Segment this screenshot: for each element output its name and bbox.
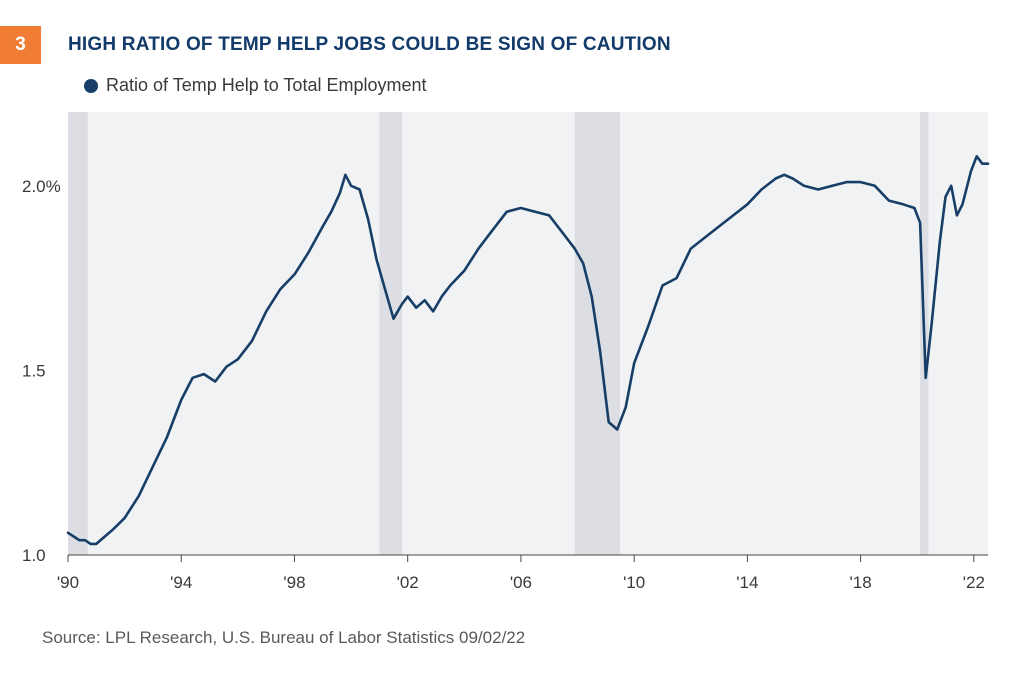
x-tick-label: '22 xyxy=(963,573,985,592)
x-tick-label: '90 xyxy=(57,573,79,592)
line-chart: '90 '94 '98 '02 '06 '10 '14 '18 '22 1.0 1.5 2.0% xyxy=(22,112,990,592)
figure-number: 3 xyxy=(15,34,26,55)
y-tick-label: 2.0% xyxy=(22,177,61,196)
recession-band xyxy=(379,112,403,555)
series-line xyxy=(66,155,990,546)
figure-number-badge: 3 xyxy=(0,26,41,64)
legend-label: Ratio of Temp Help to Total Employment xyxy=(106,75,427,95)
y-tick-label: 1.5 xyxy=(22,361,46,380)
plot-background xyxy=(68,112,988,555)
legend: Ratio of Temp Help to Total Employment xyxy=(84,75,427,96)
x-tick-label: '18 xyxy=(850,573,872,592)
chart-title: HIGH RATIO OF TEMP HELP JOBS COULD BE SI… xyxy=(68,34,671,55)
x-tick-label: '94 xyxy=(170,573,192,592)
x-tick-label: '98 xyxy=(283,573,305,592)
x-tick-label: '06 xyxy=(510,573,532,592)
y-tick-label: 1.0 xyxy=(22,546,46,565)
recession-band xyxy=(68,112,88,555)
x-tick-label: '02 xyxy=(397,573,419,592)
legend-dot-icon xyxy=(84,78,98,93)
x-tick-label: '14 xyxy=(736,573,758,592)
source-note: Source: LPL Research, U.S. Bureau of Lab… xyxy=(42,628,526,647)
x-tick-label: '10 xyxy=(623,573,645,592)
